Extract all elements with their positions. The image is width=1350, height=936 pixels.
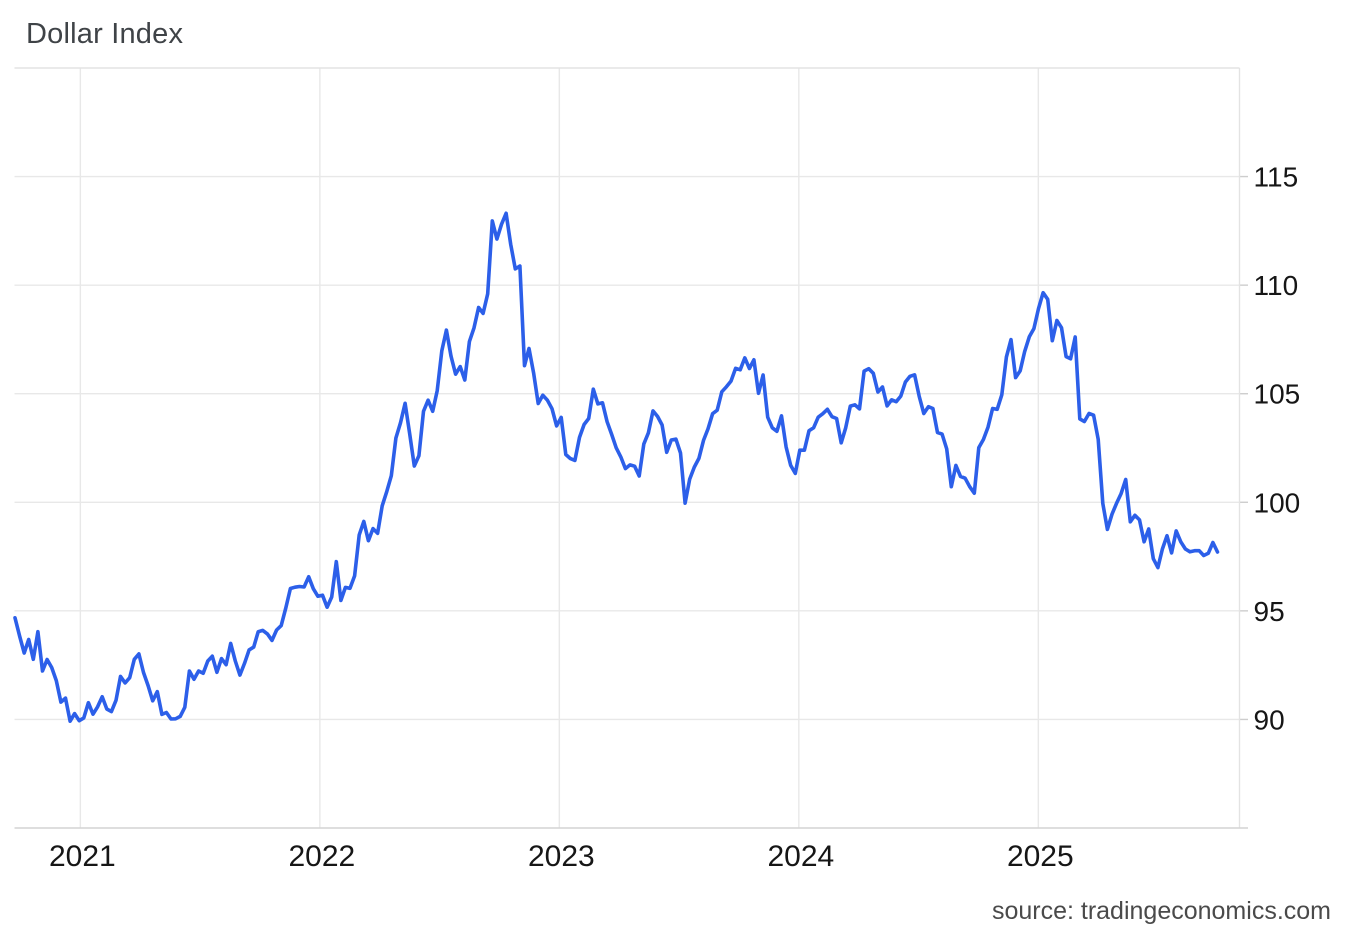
y-axis-label: 90 xyxy=(1254,704,1285,735)
dollar-index-line[interactable] xyxy=(13,211,1220,724)
x-axis-label: 2022 xyxy=(288,840,355,873)
chart-title: Dollar Index xyxy=(26,18,184,50)
y-axis-label: 105 xyxy=(1254,379,1301,410)
y-axis-label: 100 xyxy=(1254,487,1301,518)
y-axis-label: 115 xyxy=(1254,162,1299,193)
y-axis-label: 110 xyxy=(1254,270,1299,301)
source-credit: source: tradingeconomics.com xyxy=(991,897,1331,925)
x-axis-label: 2024 xyxy=(767,840,834,873)
y-axis-label: 95 xyxy=(1254,596,1285,627)
x-axis-label: 2025 xyxy=(1007,840,1074,873)
x-axis-label: 2021 xyxy=(49,840,116,873)
x-axis-label: 2023 xyxy=(528,840,595,873)
